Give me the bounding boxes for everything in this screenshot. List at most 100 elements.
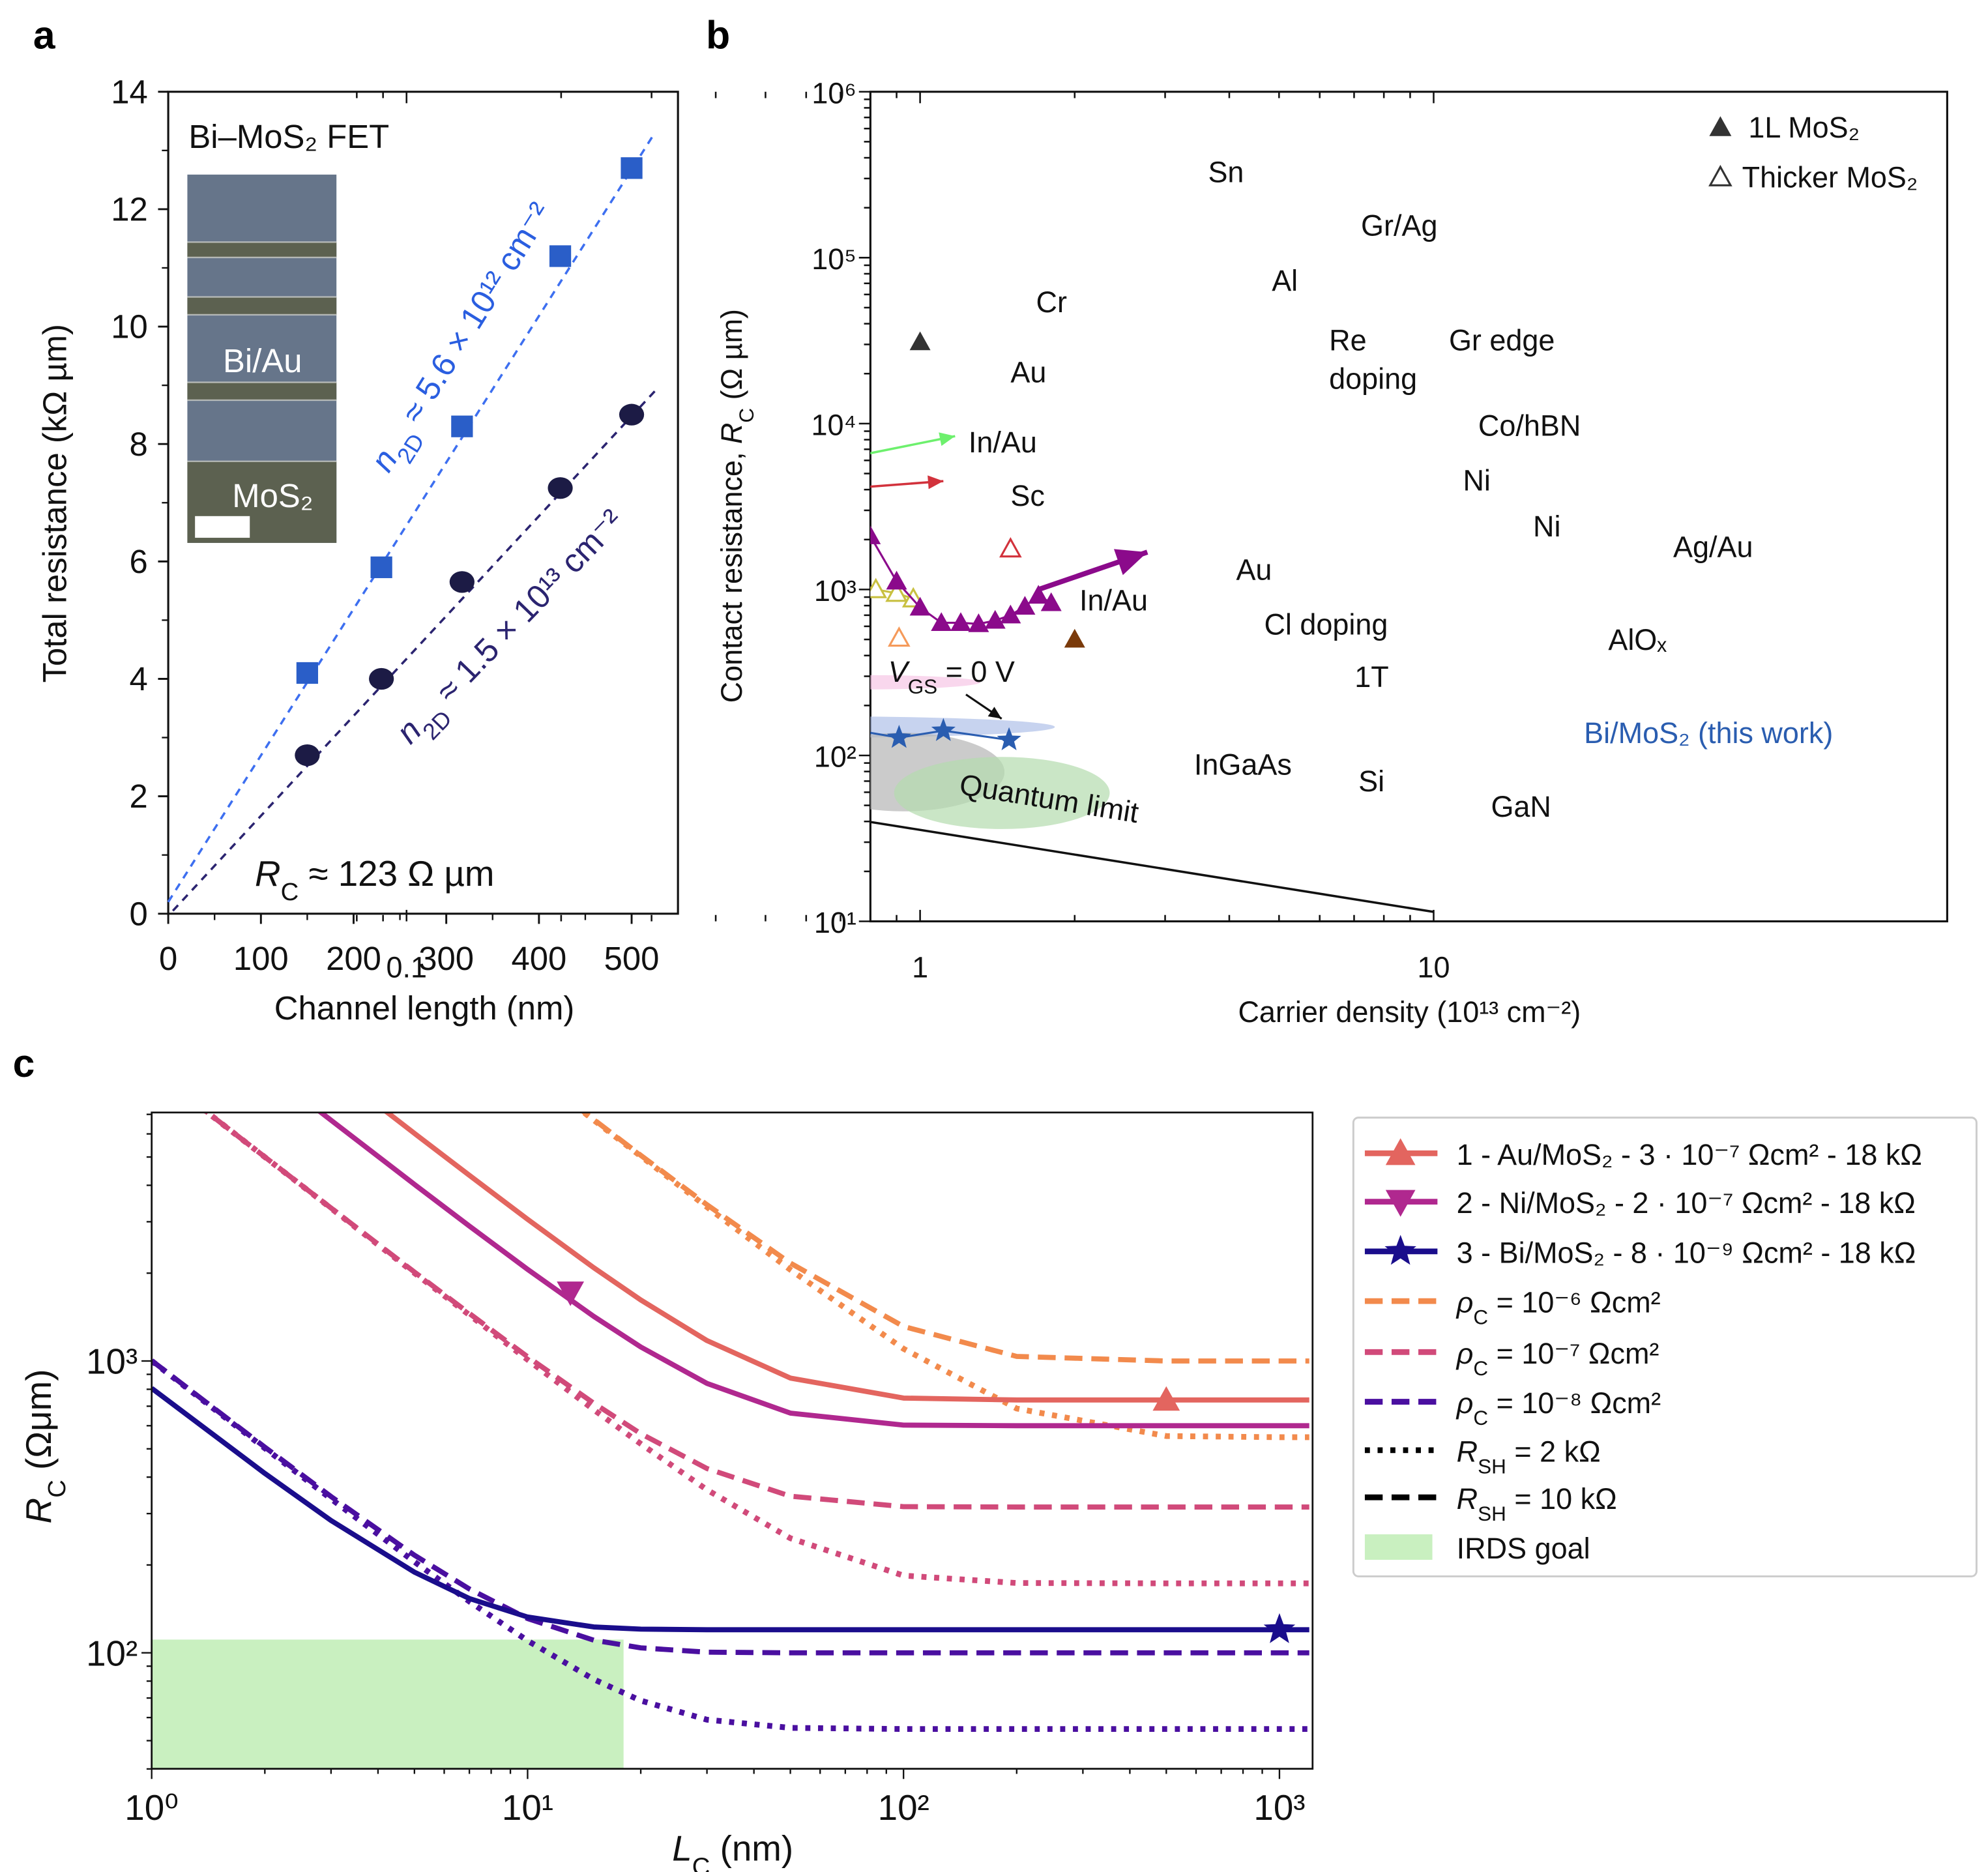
x-tick-label: 10² <box>878 1787 929 1828</box>
data-point-triangle-filled <box>1064 628 1085 648</box>
plot-frame <box>151 1111 1314 1770</box>
data-point-triangle-open <box>885 581 908 602</box>
x-tick-label: 100 <box>233 940 289 977</box>
y-axis-label-part: C <box>735 408 757 423</box>
data-point-triangle-filled <box>1040 592 1062 611</box>
legend-label-thicker: Thicker MoS₂ <box>1742 160 1918 194</box>
y-tick-label: 10⁴ <box>811 408 856 441</box>
legend-label: ρC = 10⁻⁸ Ωcm² <box>1455 1386 1661 1429</box>
series-2 <box>870 432 956 455</box>
inset-channel-band <box>187 382 337 400</box>
series-label: doping <box>1329 362 1417 395</box>
x-axis-label: Carrier density (10¹³ cm⁻²) <box>1238 995 1581 1029</box>
x-axis-label-part: L <box>672 1828 692 1868</box>
chart-title: Bi–MoS₂ FET <box>188 118 389 155</box>
data-point-triangle-filled <box>886 570 907 590</box>
vgs-annotation-part: V <box>888 655 911 688</box>
series-label: Sc <box>1010 479 1044 512</box>
legend-label-part: R <box>1457 1482 1478 1515</box>
x-axis-label: LC (nm) <box>672 1828 793 1872</box>
series-label: Gr/Ag <box>1361 209 1437 242</box>
curve-marker-au-mos2 <box>1152 1386 1180 1411</box>
inset-label-bi-au: Bi/Au <box>223 342 302 379</box>
data-point-circle <box>449 571 475 593</box>
series-label: In/Au <box>1079 583 1148 617</box>
legend-marker-1l <box>1709 116 1732 136</box>
y-tick-label: 10⁵ <box>811 242 856 276</box>
x-tick-label: 10⁰ <box>124 1787 179 1828</box>
y-tick-label: 10¹ <box>814 906 856 939</box>
x-tick-label: 200 <box>326 940 381 977</box>
legend-marker <box>1385 1138 1416 1165</box>
series-label: Au <box>1010 356 1046 389</box>
data-point-star <box>886 725 911 748</box>
series-label: Au <box>1236 553 1272 587</box>
series-10 <box>1064 628 1085 648</box>
series-6 <box>870 525 1148 632</box>
y-tick-label: 0 <box>130 895 148 932</box>
inset-channel-band <box>187 242 337 257</box>
y-axis-label-part: R <box>18 1498 59 1524</box>
x-axis-label-part: C <box>692 1852 710 1872</box>
data-point-square <box>370 556 392 578</box>
region-label: GaN <box>1491 790 1551 823</box>
fit-line-0 <box>167 132 656 903</box>
series-3 <box>870 475 944 490</box>
series-label: Sn <box>1208 156 1244 189</box>
legend-label-part: SH <box>1478 1502 1506 1525</box>
series-label: In/Au <box>969 426 1037 459</box>
quantum-limit-line <box>870 821 1434 913</box>
vgs-arrow-head <box>987 707 1002 719</box>
y-tick-label: 10 <box>111 308 148 345</box>
y-axis-label: Total resistance (kΩ µm) <box>37 324 74 682</box>
y-tick-label: 6 <box>130 543 148 580</box>
legend-label-part: = 2 kΩ <box>1506 1435 1601 1468</box>
y-tick-label: 4 <box>130 660 148 697</box>
y-axis-label-part: C <box>43 1480 71 1498</box>
y-tick-label: 10² <box>86 1633 138 1673</box>
inset-label-mos2: MoS₂ <box>232 477 313 514</box>
legend-label: ρC = 10⁻⁷ Ωcm² <box>1455 1337 1659 1380</box>
data-point-circle <box>295 744 320 767</box>
legend-label-part: C <box>1473 1306 1488 1328</box>
legend-label-part: SH <box>1478 1455 1506 1478</box>
data-point-triangle-filled <box>968 613 989 632</box>
curve-rho8-rsh10 <box>151 1358 1309 1656</box>
series-9 <box>888 626 911 647</box>
series-arrow-head <box>1113 549 1148 576</box>
data-point-square <box>296 662 319 684</box>
x-tick-label: 10³ <box>1253 1787 1305 1828</box>
inset-channel-band <box>187 297 337 315</box>
data-point-triangle-filled <box>909 596 931 616</box>
series-label: Bi/MoS₂ (this work) <box>1584 716 1833 750</box>
series-label: Cr <box>1036 285 1067 319</box>
scale-bar <box>195 516 250 538</box>
region-ellipse-gan <box>894 757 1110 829</box>
y-tick-label: 2 <box>130 778 148 815</box>
series-label: AlOₓ <box>1608 623 1667 656</box>
legend-marker-thicker <box>1708 164 1732 186</box>
x-tick-label: 500 <box>604 940 660 977</box>
x-tick-label: 1 <box>912 951 928 984</box>
series-label: Re <box>1329 324 1366 357</box>
y-tick-label: 10⁶ <box>811 76 856 110</box>
legend-label-part: ρ <box>1455 1337 1474 1370</box>
series-label: Ni <box>1463 464 1490 497</box>
legend-label-part: = 10 kΩ <box>1506 1482 1617 1515</box>
region-label: InGaAs <box>1194 748 1292 782</box>
series-label: Co/hBN <box>1478 409 1581 443</box>
legend-label-part: ρ <box>1455 1286 1474 1319</box>
legend-label: IRDS goal <box>1457 1532 1590 1565</box>
legend-marker <box>1385 1190 1416 1217</box>
data-point-triangle-filled <box>984 609 1006 629</box>
legend-label-part: = 10⁻⁸ Ωcm² <box>1488 1386 1661 1420</box>
panel-label-c: c <box>13 1041 35 1085</box>
curve-rho7-rsh2 <box>203 1112 1309 1587</box>
y-axis-label-part: (Ωμm) <box>18 1369 59 1480</box>
legend-label: 1 - Au/MoS₂ - 3 · 10⁻⁷ Ωcm² - 18 kΩ <box>1457 1138 1922 1171</box>
x-axis-label-part: (nm) <box>710 1828 793 1868</box>
y-axis-label: RC (Ωμm) <box>18 1369 71 1524</box>
y-axis-label-part: Contact resistance, <box>715 444 748 703</box>
